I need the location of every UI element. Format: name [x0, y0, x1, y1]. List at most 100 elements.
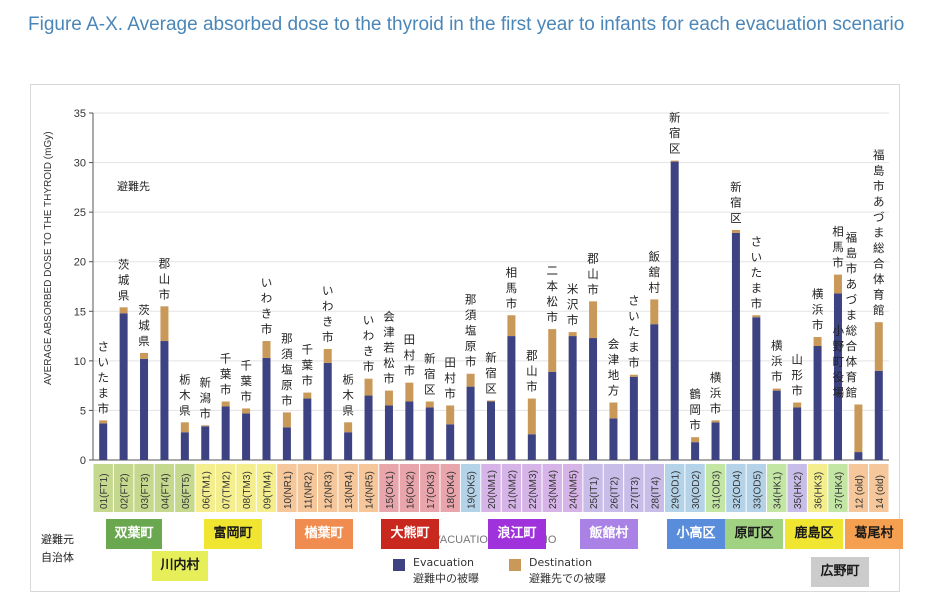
- muni-futaba: 双葉町: [106, 519, 162, 549]
- destination-label: 鶴岡市: [689, 387, 701, 432]
- x-category-box: [93, 464, 113, 512]
- x-tick-label: 15(OK1): [385, 471, 396, 509]
- legend-swatch-destination: [509, 559, 521, 571]
- x-tick-label: 27(IT3): [630, 477, 641, 509]
- y-tick-label: 15: [74, 306, 86, 318]
- bar-destination: [772, 388, 781, 391]
- x-tick-label: 11(NR2): [303, 472, 314, 509]
- x-tick-label: 14 (old): [875, 475, 886, 509]
- x-category-box: [522, 464, 542, 512]
- destination-label: いわき市: [363, 313, 375, 374]
- destination-label: 田村市: [404, 333, 416, 378]
- bar-evacuation: [670, 161, 679, 460]
- x-category-box: [277, 464, 297, 512]
- x-category-box: [664, 464, 685, 512]
- bar-evacuation: [466, 386, 475, 460]
- bar-destination: [303, 392, 312, 399]
- x-tick-label: 12(NR3): [324, 471, 335, 509]
- bar-evacuation: [405, 401, 414, 460]
- bar-evacuation: [793, 407, 802, 460]
- bar-destination: [487, 400, 495, 402]
- bar-destination: [691, 437, 700, 443]
- destination-label: 茨城県: [138, 303, 150, 348]
- muni-kashima: 鹿島区: [785, 519, 843, 549]
- x-tick-label: 05(FT5): [181, 473, 192, 509]
- destination-label: 郡山市: [526, 349, 538, 394]
- bar-destination: [262, 341, 271, 358]
- x-tick-label: 23(NM4): [548, 470, 559, 509]
- muni-katsurao: 葛尾村: [845, 519, 903, 549]
- x-tick-label: 17(OK3): [426, 471, 437, 509]
- x-category-box: [481, 464, 501, 512]
- destination-label: 新宿区: [730, 180, 742, 225]
- legend-destination-jp: 避難先での被曝: [529, 572, 606, 585]
- bar-evacuation: [99, 423, 108, 460]
- y-tick-label: 5: [80, 405, 86, 417]
- destination-label: 新潟市: [200, 375, 212, 420]
- chart-panel: 0 5 10 15 20 25 30 35 さいたま市 茨城県 茨城県 郡山市 栃木県 新潟市 千葉市 千葉…: [30, 84, 900, 592]
- x-tick-label: 07(TM2): [222, 471, 233, 509]
- bar-destination: [425, 401, 434, 408]
- x-category-box: [767, 464, 787, 512]
- x-category-box: [215, 464, 236, 512]
- destination-label: 那須塩原市: [465, 293, 477, 369]
- bar-evacuation: [833, 293, 842, 460]
- bar-destination: [629, 374, 638, 377]
- bar-evacuation: [323, 362, 332, 460]
- bar-destination: [670, 160, 679, 162]
- destination-label: 田村市: [444, 355, 456, 400]
- x-category-box: [828, 464, 848, 512]
- x-tick-label: 06(TM1): [201, 471, 212, 509]
- destination-label: 新宿区: [485, 351, 497, 396]
- x-category-box: [542, 464, 562, 512]
- x-category-box: [379, 464, 399, 512]
- x-category-box: [236, 464, 256, 512]
- x-tick-label: 03(FT3): [140, 473, 151, 509]
- x-tick-label: 28(IT4): [650, 477, 661, 509]
- bar-evacuation: [160, 341, 169, 460]
- x-tick-label: 14(NR5): [365, 471, 376, 509]
- bar-evacuation: [487, 401, 495, 460]
- bar-evacuation: [140, 358, 149, 460]
- y-tick-label: 0: [80, 455, 86, 467]
- bar-destination: [221, 401, 230, 407]
- bar-destination: [813, 337, 822, 346]
- bar-evacuation: [691, 442, 700, 460]
- bar-destination: [589, 301, 598, 339]
- bar-evacuation: [813, 345, 822, 460]
- x-tick-label: 25(IT1): [589, 477, 600, 509]
- x-tick-label: 29(OD1): [671, 471, 682, 509]
- bar-evacuation: [568, 336, 577, 460]
- y-axis-label: AVERAGE ABSORBED DOSE TO THE THYROID (mG…: [43, 131, 54, 385]
- destination-label: さいたま市: [628, 294, 640, 370]
- figure-title: Figure A-X. Average absorbed dose to the…: [28, 14, 905, 35]
- destination-label-extra: 小野町役場: [833, 323, 845, 399]
- x-tick-label: 36(HK3): [814, 472, 825, 509]
- muni-haramachi: 原町区: [725, 519, 783, 549]
- x-tick-label: 18(OK4): [446, 471, 457, 509]
- y-tick-label: 10: [74, 356, 86, 368]
- x-tick-label: 31(OD3): [712, 471, 723, 509]
- bar-destination: [344, 422, 353, 433]
- bar-destination: [507, 315, 516, 337]
- destination-label: 那須塩原市: [281, 331, 293, 407]
- destination-label: 郡山市: [587, 251, 599, 296]
- muni-okuma: 大熊町: [381, 519, 439, 549]
- destination-label: 郡山市: [159, 256, 171, 301]
- x-category-box: [338, 464, 358, 512]
- bar-evacuation: [772, 390, 781, 460]
- destination-label: 横浜市: [710, 370, 722, 415]
- x-category-box: [460, 464, 481, 512]
- bar-evacuation: [425, 407, 434, 460]
- muni-odaka: 小高区: [667, 519, 725, 549]
- bar-evacuation: [711, 422, 720, 460]
- destination-header: 避難先: [117, 179, 150, 193]
- x-tick-label: 22(NM3): [528, 470, 539, 509]
- destination-label: 千葉市: [220, 352, 232, 397]
- bar-destination: [548, 329, 557, 372]
- x-tick-label: 10(NR1): [283, 471, 294, 509]
- bar-destination: [568, 332, 577, 337]
- bar-destination: [323, 348, 332, 363]
- destination-label: 横浜市: [812, 287, 824, 332]
- x-tick-label: 08(TM3): [242, 471, 253, 509]
